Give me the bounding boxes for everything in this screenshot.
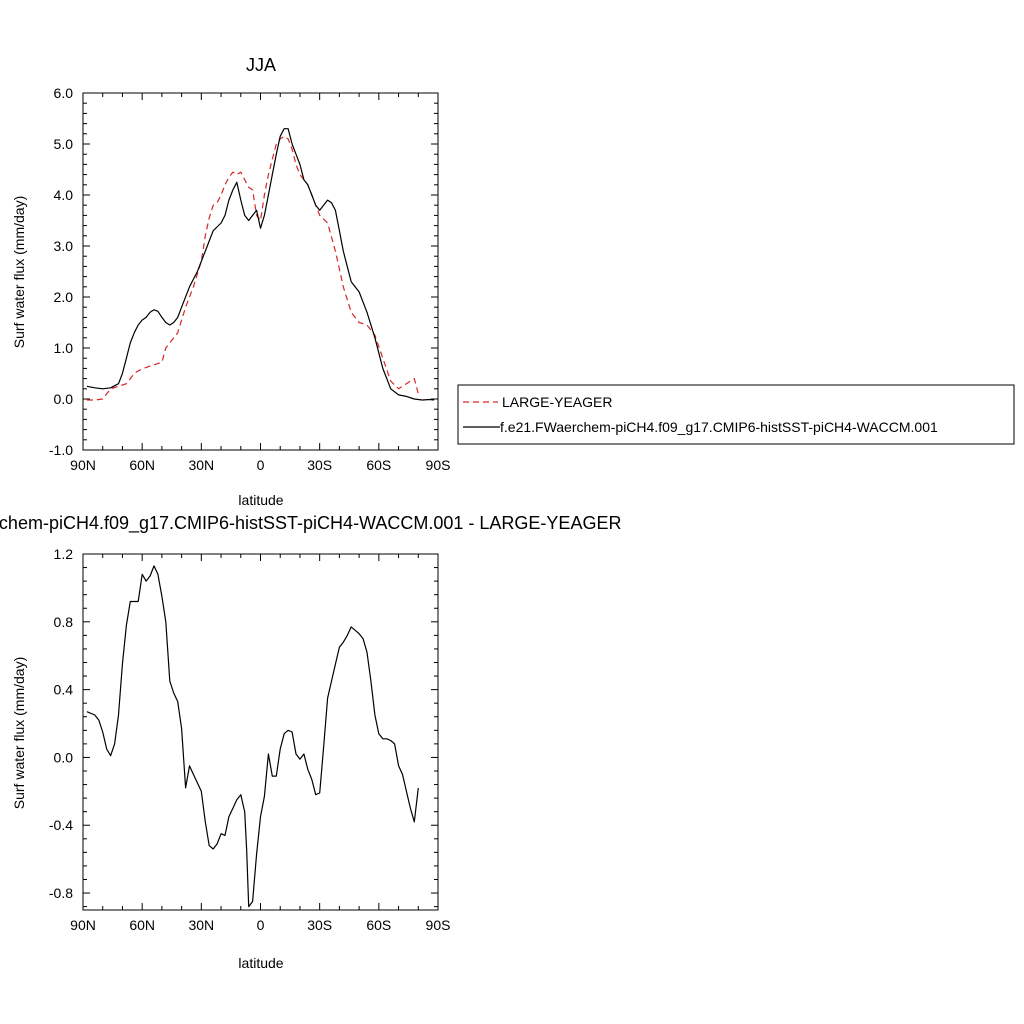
y-tick-label: 5.0 <box>54 136 74 152</box>
x-tick-label: 60S <box>366 917 391 933</box>
y-tick-label: 2.0 <box>54 289 74 305</box>
bottom-chart-ylabel: Surf water flux (mm/day) <box>11 657 27 809</box>
y-tick-label: -1.0 <box>49 442 73 458</box>
series-line-0 <box>86 135 419 401</box>
x-tick-label: 30N <box>188 917 214 933</box>
top-chart: JJA latitude Surf water flux (mm/day) 90… <box>11 55 1015 508</box>
series-line-1 <box>86 128 435 401</box>
y-tick-label: -0.4 <box>49 817 73 833</box>
top-chart-legend: LARGE-YEAGER f.e21.FWaerchem-piCH4.f09_g… <box>457 384 1015 445</box>
top-chart-title: JJA <box>246 55 276 75</box>
y-tick-label: 0.4 <box>54 682 74 698</box>
y-tick-label: -0.8 <box>49 885 73 901</box>
x-tick-label: 90S <box>426 917 451 933</box>
x-tick-label: 60S <box>366 457 391 473</box>
x-tick-label: 90N <box>70 917 96 933</box>
legend-box <box>457 384 1015 445</box>
x-tick-label: 0 <box>257 917 265 933</box>
y-tick-label: 0.8 <box>54 614 74 630</box>
top-chart-ylabel: Surf water flux (mm/day) <box>11 196 27 348</box>
bottom-chart: f.e21.FWaerchem-piCH4.f09_g17.CMIP6-hist… <box>0 513 621 971</box>
plot-frame <box>82 92 439 451</box>
bottom-chart-title: f.e21.FWaerchem-piCH4.f09_g17.CMIP6-hist… <box>0 513 621 534</box>
y-tick-label: 0.0 <box>54 749 74 765</box>
y-tick-label: 3.0 <box>54 238 74 254</box>
x-tick-label: 90N <box>70 457 96 473</box>
bottom-chart-plot-area: 90N 60N 30N 0 30S 60S 90S -0.8 -0.4 0.0 0.4 0.8 1.2 <box>49 546 451 933</box>
legend-label-large-yeager: LARGE-YEAGER <box>502 394 612 410</box>
x-tick-label: 90S <box>426 457 451 473</box>
x-tick-label: 30N <box>188 457 214 473</box>
y-tick-label: 6.0 <box>54 85 74 101</box>
y-tick-label: 1.0 <box>54 340 74 356</box>
x-tick-label: 30S <box>307 457 332 473</box>
x-tick-label: 60N <box>129 457 155 473</box>
bottom-chart-xlabel: latitude <box>238 955 283 971</box>
plot-frame <box>82 553 439 911</box>
y-tick-label: 1.2 <box>54 546 74 562</box>
x-tick-label: 30S <box>307 917 332 933</box>
series-line-0 <box>86 565 419 908</box>
x-tick-label: 0 <box>257 457 265 473</box>
top-chart-plot-area: 90N 60N 30N 0 30S 60S 90S -1.0 0.0 1.0 2.0 3.0 4.0 5.… <box>49 85 451 473</box>
y-tick-label: 4.0 <box>54 187 74 203</box>
y-tick-label: 0.0 <box>54 391 74 407</box>
top-chart-xlabel: latitude <box>238 492 283 508</box>
x-tick-label: 60N <box>129 917 155 933</box>
legend-label-waccm: f.e21.FWaerchem-piCH4.f09_g17.CMIP6-hist… <box>500 419 938 435</box>
